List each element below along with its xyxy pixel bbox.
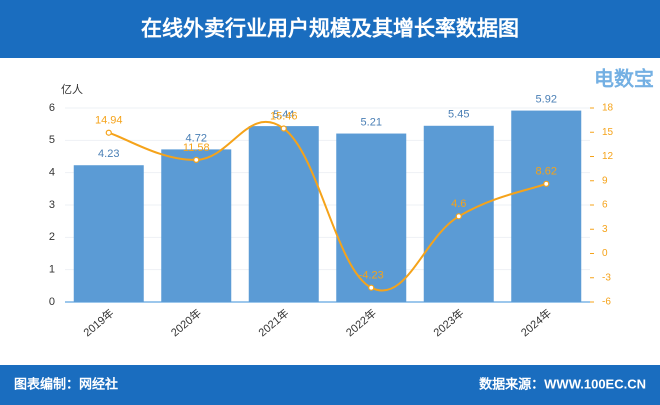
line-point xyxy=(368,284,375,291)
line-point xyxy=(105,129,112,136)
line-value-label: 14.94 xyxy=(95,115,123,127)
line-value-label: 15.46 xyxy=(270,110,298,122)
y-tick-label: 2 xyxy=(49,231,55,243)
y2-tick-label: 15 xyxy=(602,127,614,138)
line-point xyxy=(455,213,462,220)
y2-tick-label: 9 xyxy=(602,175,608,186)
line-point xyxy=(193,156,200,163)
line-value-label: 4.6 xyxy=(451,198,466,210)
footer-credit: 图表编制：网经社 xyxy=(14,376,118,391)
y-tick-label: 0 xyxy=(49,296,55,308)
bar xyxy=(161,149,232,302)
y-axis-label: 亿人 xyxy=(61,83,83,96)
bar-value-label: 4.72 xyxy=(186,132,207,144)
line-value-label: 11.58 xyxy=(183,142,210,154)
footer-bar xyxy=(0,365,660,405)
y-tick-label: 3 xyxy=(49,199,55,211)
bar-value-label: 5.44 xyxy=(273,109,294,121)
bar-value-label: 4.23 xyxy=(98,148,119,160)
y-tick-label: 1 xyxy=(49,264,55,276)
chart-title: 在线外卖行业用户规模及其增长率数据图 xyxy=(141,17,519,41)
bar-value-label: 5.92 xyxy=(536,93,557,105)
bar xyxy=(248,126,319,303)
y2-tick-label: 18 xyxy=(602,103,614,114)
y2-tick-label: 6 xyxy=(602,200,608,211)
y-tick-label: 6 xyxy=(49,102,55,114)
bar xyxy=(336,133,407,302)
y2-tick-label: -6 xyxy=(602,297,611,308)
bar xyxy=(511,110,582,302)
header-bar xyxy=(0,0,660,58)
bar xyxy=(73,165,144,302)
y-tick-label: 4 xyxy=(49,167,55,179)
y2-tick-label: 12 xyxy=(602,151,614,162)
bar-value-label: 5.21 xyxy=(361,116,382,128)
footer-source: 数据来源：WWW.100EC.CN xyxy=(479,376,646,391)
line-value-label: 8.62 xyxy=(536,166,557,178)
logo: 电数宝 xyxy=(594,66,654,90)
y-tick-label: 5 xyxy=(49,134,55,146)
y2-tick-label: 3 xyxy=(602,224,608,235)
line-value-label: -4.23 xyxy=(359,270,384,282)
y2-tick-label: 0 xyxy=(602,248,608,259)
y2-tick-label: -3 xyxy=(602,272,611,283)
line-point xyxy=(280,125,287,132)
bar-value-label: 5.45 xyxy=(448,109,469,121)
line-point xyxy=(543,180,550,187)
